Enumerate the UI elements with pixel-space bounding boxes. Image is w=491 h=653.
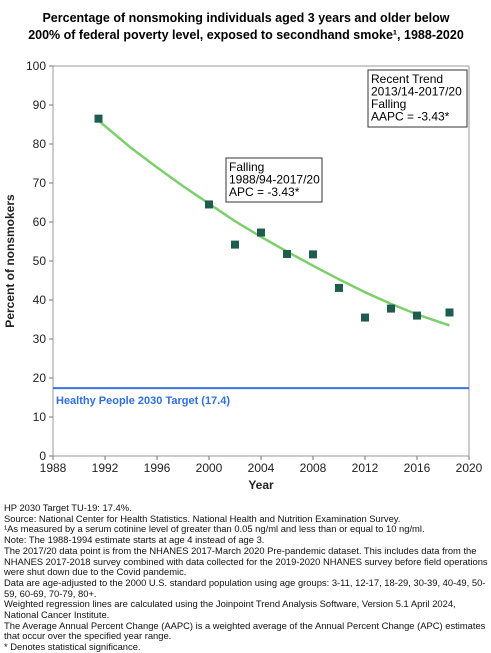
axis-ticks: 0 10 20 30 40 50 60 70 80 90 100 1988 1992 1996 2000 20… (26, 59, 483, 475)
target-label: Healthy People 2030 Target (17.4) (56, 395, 230, 407)
falling-annotation-line: APC = -3.43* (229, 185, 300, 199)
data-point (335, 283, 343, 292)
data-point (309, 250, 317, 259)
chart-title-line1: Percentage of nonsmoking individuals age… (42, 11, 449, 25)
plot-area (52, 65, 470, 457)
footnote-line: The 2017/20 data point is from the NHANE… (4, 544, 488, 578)
data-point (231, 240, 239, 249)
footnote-line: ¹As measured by a serum cotinine level o… (4, 523, 425, 535)
footnote-line: HP 2030 Target TU-19: 17.4%. (4, 502, 132, 513)
y-tick-label: 70 (33, 176, 47, 190)
trend-line-group (97, 119, 450, 327)
falling-annotation-line: Falling (229, 160, 264, 174)
chart-title-line2: 200% of federal poverty level, exposed t… (28, 28, 464, 42)
footnote-line: Note: The 1988-1994 estimate starts at a… (4, 534, 265, 546)
x-tick-label: 1988 (40, 461, 67, 475)
recent-trend-annotation-line: Recent Trend (371, 72, 443, 86)
x-tick-label: 2004 (248, 461, 275, 475)
trend-line (97, 119, 450, 327)
y-tick-label: 100 (26, 59, 46, 73)
recent-trend-annotation-box (367, 69, 468, 128)
x-tick-label: 2020 (456, 461, 483, 475)
data-point (205, 200, 213, 209)
y-tick-label: 20 (33, 371, 47, 385)
footnote-line: * Denotes statistical significance. (4, 641, 141, 653)
x-tick-label: 2012 (352, 461, 379, 475)
data-point (361, 313, 369, 322)
recent-trend-annotation-line: AAPC = -3.43* (371, 110, 450, 124)
footnote-line: The Average Annual Percent Change (AAPC)… (4, 619, 486, 642)
data-point (257, 228, 265, 237)
data-point (283, 249, 291, 258)
x-tick-label: 1996 (144, 461, 171, 475)
data-point (445, 308, 454, 317)
falling-annotation-line: 1988/94-2017/20 (229, 173, 320, 187)
y-tick-label: 60 (33, 215, 47, 229)
y-tick-label: 10 (33, 410, 47, 424)
footnotes: HP 2030 Target TU-19: 17.4%. Source: Nati… (4, 502, 488, 653)
chart: Percentage of nonsmoking individuals age… (3, 11, 483, 492)
x-tick-label: 2016 (404, 461, 431, 475)
y-tick-label: 80 (33, 137, 47, 151)
footnote-line: Weighted regression lines are calculated… (4, 598, 456, 621)
footnote-line: Source: National Center for Health Stati… (4, 512, 401, 524)
data-point (387, 304, 395, 313)
x-tick-label: 1992 (92, 461, 119, 475)
target-line-group: Healthy People 2030 Target (17.4) (53, 387, 469, 407)
y-tick-label: 30 (33, 332, 47, 346)
x-tick-label: 2008 (300, 461, 327, 475)
x-tick-label: 2000 (196, 461, 223, 475)
y-axis-label: Percent of nonsmokers (3, 194, 17, 328)
x-axis-label: Year (248, 478, 274, 492)
data-point (413, 311, 421, 320)
data-points (94, 114, 454, 322)
y-tick-label: 90 (33, 98, 47, 112)
falling-annotation-box (225, 157, 323, 203)
y-tick-label: 40 (33, 293, 47, 307)
recent-trend-annotation-line: 2013/14-2017/20 (371, 85, 462, 99)
footnote-line: Data are age-adjusted to the 2000 U.S. s… (4, 576, 486, 599)
y-tick-label: 50 (33, 254, 47, 268)
recent-trend-annotation-line: Falling (371, 97, 406, 111)
data-point (94, 114, 103, 123)
y-tick-label: 0 (39, 449, 46, 463)
